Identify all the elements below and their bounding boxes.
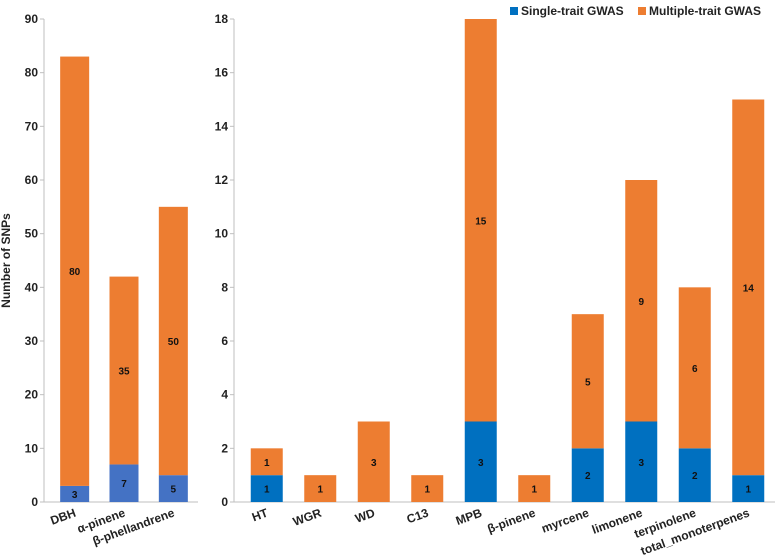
bar-right-8-series-0 xyxy=(678,448,711,502)
legend-label-0: Single-trait GWAS xyxy=(521,4,624,18)
bar-left-0-series-0 xyxy=(60,485,90,502)
data-label-right-9-series-1: 14 xyxy=(743,283,755,294)
data-label-right-7-series-0: 3 xyxy=(638,458,644,469)
data-label-right-6-series-0: 2 xyxy=(585,471,591,482)
bar-right-4-series-1 xyxy=(464,19,497,422)
legend-swatch-0 xyxy=(510,7,518,15)
data-label-right-5-series-1: 1 xyxy=(531,485,537,496)
y-tick-label-left-50: 50 xyxy=(25,227,39,241)
data-label-left-0-series-1: 80 xyxy=(69,267,81,278)
data-label-left-1-series-1: 35 xyxy=(118,367,130,378)
y-tick-label-right-4: 4 xyxy=(221,388,228,402)
bar-right-7-series-1 xyxy=(625,180,658,422)
data-label-right-3-series-1: 1 xyxy=(424,485,430,496)
bar-right-6-series-0 xyxy=(571,448,604,502)
bar-right-4-series-0 xyxy=(464,421,497,502)
y-tick-label-right-2: 2 xyxy=(221,441,228,455)
bar-right-5-series-1 xyxy=(518,475,551,502)
bar-right-2-series-1 xyxy=(357,421,390,502)
data-label-right-7-series-1: 9 xyxy=(638,297,644,308)
bar-left-2-series-1 xyxy=(158,206,188,476)
data-label-right-9-series-0: 1 xyxy=(745,485,751,496)
category-label-right-3: C13 xyxy=(405,506,431,527)
category-label-right-2: WD xyxy=(353,506,377,526)
data-label-right-4-series-0: 3 xyxy=(478,458,484,469)
bar-right-6-series-1 xyxy=(571,314,604,449)
data-label-right-6-series-1: 5 xyxy=(585,377,591,388)
y-tick-label-left-40: 40 xyxy=(25,280,39,294)
bar-right-3-series-1 xyxy=(411,475,444,502)
y-tick-label-left-60: 60 xyxy=(25,173,39,187)
y-tick-label-right-18: 18 xyxy=(215,12,229,26)
y-tick-label-right-12: 12 xyxy=(215,173,229,187)
category-label-right-0: HT xyxy=(250,505,270,524)
data-label-left-2-series-0: 5 xyxy=(171,485,177,496)
data-label-right-0-series-0: 1 xyxy=(264,485,270,496)
category-label-right-5: β-pinene xyxy=(486,506,538,536)
y-tick-label-left-80: 80 xyxy=(25,66,39,80)
bar-right-8-series-1 xyxy=(678,287,711,449)
y-tick-label-left-70: 70 xyxy=(25,119,39,133)
y-tick-label-left-90: 90 xyxy=(25,12,39,26)
legend-swatch-1 xyxy=(638,7,646,15)
bar-right-9-series-0 xyxy=(732,475,765,502)
y-tick-label-left-0: 0 xyxy=(31,495,38,509)
bar-right-9-series-1 xyxy=(732,99,765,476)
y-tick-label-left-20: 20 xyxy=(25,388,39,402)
y-tick-label-right-0: 0 xyxy=(221,495,228,509)
data-label-right-1-series-1: 1 xyxy=(317,485,323,496)
data-label-left-2-series-1: 50 xyxy=(168,337,180,348)
bar-right-0-series-1 xyxy=(250,448,283,476)
category-label-right-6: myrcene xyxy=(540,506,591,536)
data-label-right-8-series-0: 2 xyxy=(692,471,698,482)
legend-label-1: Multiple-trait GWAS xyxy=(649,4,761,18)
bar-left-0-series-1 xyxy=(60,56,90,486)
y-tick-label-right-14: 14 xyxy=(215,119,229,133)
bar-left-1-series-1 xyxy=(109,276,139,465)
y-tick-label-right-16: 16 xyxy=(215,66,229,80)
bar-right-7-series-0 xyxy=(625,421,658,502)
data-label-right-4-series-1: 15 xyxy=(475,216,487,227)
category-label-right-1: WGR xyxy=(291,506,324,529)
data-label-right-8-series-1: 6 xyxy=(692,364,698,375)
y-tick-label-left-10: 10 xyxy=(25,441,39,455)
y-tick-label-right-8: 8 xyxy=(221,280,228,294)
bar-left-2-series-0 xyxy=(158,475,188,502)
y-tick-label-right-6: 6 xyxy=(221,334,228,348)
bar-right-0-series-0 xyxy=(250,475,283,502)
bar-left-1-series-0 xyxy=(109,464,139,502)
data-label-right-2-series-1: 3 xyxy=(371,458,377,469)
data-label-right-0-series-1: 1 xyxy=(264,458,270,469)
bar-right-1-series-1 xyxy=(304,475,337,502)
category-label-left-0: DBH xyxy=(48,506,77,528)
category-label-right-4: MPB xyxy=(454,506,484,528)
data-label-left-1-series-0: 7 xyxy=(121,479,127,490)
y-tick-label-right-10: 10 xyxy=(215,227,229,241)
y-tick-label-left-30: 30 xyxy=(25,334,39,348)
data-label-left-0-series-0: 3 xyxy=(72,490,78,501)
y-axis-title: Number of SNPs xyxy=(0,213,13,308)
